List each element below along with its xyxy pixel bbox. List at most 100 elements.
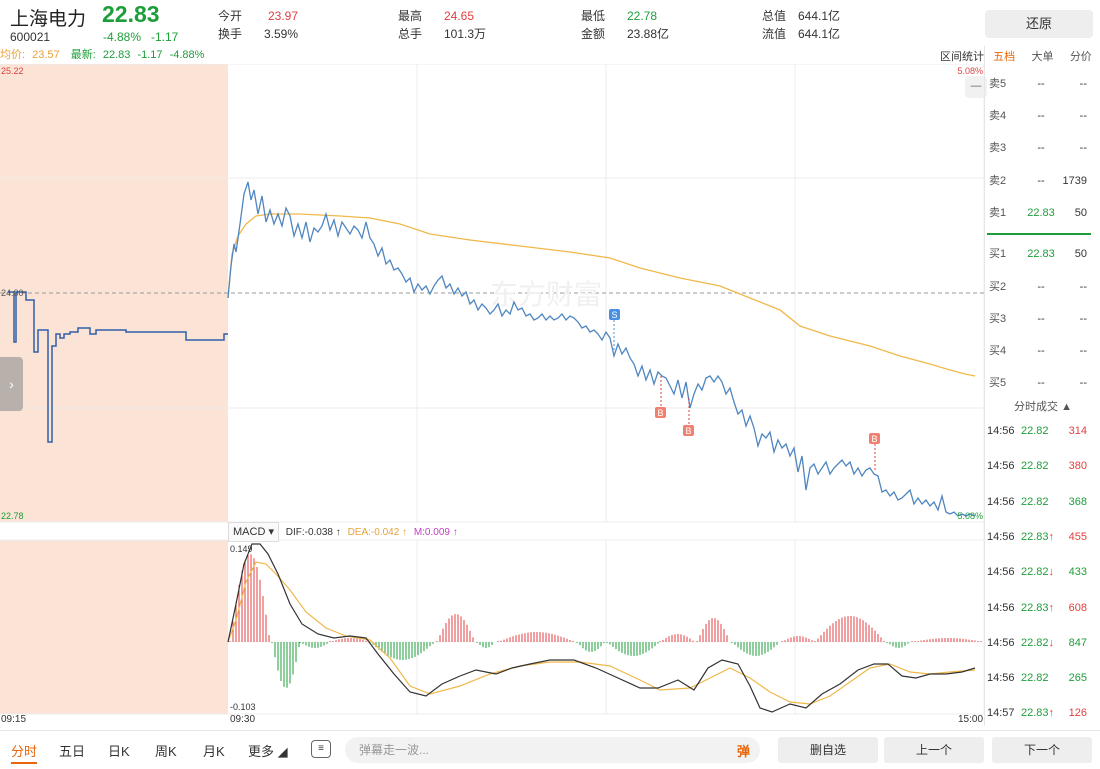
- latest-label: 最新: 22.83 -1.17 -4.88%: [70, 49, 205, 61]
- orderbook-price: 22.83: [1027, 248, 1055, 260]
- orderbook-price: --: [1037, 377, 1045, 389]
- orderbook-volume: --: [1079, 345, 1087, 357]
- range-stat-button[interactable]: 区间统计: [940, 51, 984, 63]
- next-stock-button[interactable]: 下一个: [992, 737, 1092, 763]
- orderbook-volume: --: [1079, 142, 1087, 154]
- macd-axis-top: 0.149: [230, 544, 253, 554]
- orderbook-row[interactable]: 卖2 -- 1739: [985, 173, 1100, 189]
- tick-price: 22.82: [1021, 495, 1049, 508]
- trade-marker-buy[interactable]: B: [655, 376, 666, 418]
- svg-text:B: B: [685, 426, 691, 436]
- tick-price: 22.82: [1021, 672, 1049, 685]
- indicator-select[interactable]: MACD ▾: [228, 522, 279, 542]
- ticks-header[interactable]: 分时成交 ▲: [1014, 401, 1072, 413]
- orderbook-row[interactable]: 卖5 -- --: [985, 76, 1100, 92]
- orderbook-row[interactable]: 买4 -- --: [985, 343, 1100, 359]
- orderbook-tabs: 五档 大单 分价: [985, 46, 1100, 68]
- tick-time: 14:56: [987, 495, 1015, 508]
- tick-row: 14:56 22.82↓ 847: [985, 635, 1100, 651]
- orderbook-volume: --: [1079, 78, 1087, 90]
- tab-big-orders[interactable]: 大单: [1031, 51, 1054, 63]
- tick-time: 14:56: [987, 672, 1015, 685]
- orderbook-level: 买1: [989, 248, 1007, 260]
- remove-favorite-button[interactable]: 删自选: [778, 737, 878, 763]
- stat-amount: 金额 23.88亿: [581, 27, 670, 41]
- orderbook-row[interactable]: 卖3 -- --: [985, 140, 1100, 156]
- tick-price: 22.82↓: [1021, 636, 1055, 649]
- change-amount: -1.17: [151, 30, 179, 44]
- svg-text:S: S: [611, 310, 617, 320]
- chart-legend: 均价: 23.57 最新: 22.83 -1.17 -4.88%: [0, 46, 212, 64]
- macd-histogram: [229, 554, 982, 688]
- side-expand-handle[interactable]: ›: [0, 357, 23, 411]
- tick-volume: 608: [1068, 601, 1087, 614]
- orderbook-row[interactable]: 买5 -- --: [985, 375, 1100, 391]
- collapse-icon[interactable]: —: [965, 76, 987, 98]
- m-value: M:0.009 ↑: [413, 527, 458, 538]
- orderbook-price: --: [1037, 142, 1045, 154]
- orderbook-level: 卖1: [989, 207, 1007, 219]
- danmu-input[interactable]: 弹幕走一波... 弹: [345, 737, 760, 763]
- price-axis-bottom: 22.78: [1, 511, 24, 521]
- danmu-send-icon[interactable]: 弹: [736, 744, 750, 759]
- tick-price: 22.83↑: [1021, 707, 1055, 720]
- orderbook-volume: 1739: [1062, 175, 1087, 187]
- orderbook-level: 卖5: [989, 78, 1007, 90]
- orderbook-volume: --: [1079, 313, 1087, 325]
- restore-button[interactable]: 还原: [985, 10, 1093, 38]
- orderbook-row[interactable]: 买1 22.83 50: [985, 246, 1100, 262]
- tick-volume: 368: [1068, 495, 1087, 508]
- right-panel: 五档 大单 分价 卖5 -- -- 卖4 -- -- 卖3 -- -- 卖2 -- 1739 卖1 22.…: [984, 46, 1100, 726]
- trade-marker-buy[interactable]: B: [869, 433, 880, 472]
- tab-five-levels[interactable]: 五档: [993, 51, 1016, 63]
- tick-time: 14:56: [987, 530, 1015, 543]
- orderbook-level: 买4: [989, 345, 1007, 357]
- stat-high: 最高 24.65: [398, 9, 475, 23]
- tick-row: 14:56 22.82 265: [985, 670, 1100, 686]
- tick-price: 22.83↑: [1021, 601, 1055, 614]
- trade-marker-sell[interactable]: S: [609, 309, 620, 352]
- tick-volume: 314: [1068, 425, 1087, 437]
- dea-value: DEA:-0.042 ↑: [347, 527, 408, 538]
- orderbook-price: --: [1037, 345, 1045, 357]
- tick-row: 14:56 22.83↑ 455: [985, 529, 1100, 545]
- orderbook-row[interactable]: 卖4 -- --: [985, 108, 1100, 124]
- stock-header: 上海电力 600021 22.83 -4.88% -1.17 今开 23.97 换…: [0, 0, 984, 46]
- tab-intraday[interactable]: 分时: [11, 741, 38, 764]
- stock-code: 600021: [10, 30, 51, 44]
- stock-name: 上海电力: [10, 9, 87, 30]
- tick-price: 22.82: [1021, 425, 1049, 437]
- change-percent: -4.88%: [103, 30, 142, 44]
- tab-weekly-k[interactable]: 周K: [155, 744, 177, 759]
- tab-more[interactable]: 更多 ◢: [248, 744, 288, 759]
- tick-row: 14:57 22.83↑ 126: [985, 705, 1100, 721]
- tab-five-day[interactable]: 五日: [59, 744, 86, 759]
- macd-axis-bottom: -0.103: [230, 702, 256, 712]
- tick-price: 22.82: [1021, 460, 1049, 473]
- orderbook-level: 买5: [989, 377, 1007, 389]
- tick-price: 22.83↑: [1021, 530, 1055, 543]
- prev-stock-button[interactable]: 上一个: [884, 737, 984, 763]
- tab-daily-k[interactable]: 日K: [108, 744, 130, 759]
- orderbook-level: 买3: [989, 313, 1007, 325]
- intraday-chart[interactable]: 东方财富 S B B B 25.22 24.00 22.78 5.08% 5.0…: [0, 64, 984, 726]
- tick-time: 14:57: [987, 707, 1015, 720]
- macd-dif-line: [227, 543, 976, 713]
- dif-value: DIF:-0.038 ↑: [285, 527, 341, 538]
- danmu-toggle-icon[interactable]: ≡: [311, 740, 331, 758]
- tab-monthly-k[interactable]: 月K: [203, 744, 225, 759]
- trade-marker-buy[interactable]: B: [683, 398, 694, 436]
- tick-row: 14:56 22.82 368: [985, 494, 1100, 510]
- avg-label: 均价: 23.57: [0, 49, 60, 61]
- orderbook-row[interactable]: 买3 -- --: [985, 311, 1100, 327]
- tick-price: 22.82↓: [1021, 566, 1055, 579]
- tick-volume: 380: [1068, 460, 1087, 473]
- orderbook-volume: --: [1079, 377, 1087, 389]
- orderbook-price: 22.83: [1027, 207, 1055, 219]
- stat-total-value: 总值 644.1亿: [762, 9, 841, 23]
- orderbook-volume: 50: [1074, 207, 1087, 219]
- orderbook-row[interactable]: 买2 -- --: [985, 279, 1100, 295]
- tab-price-dist[interactable]: 分价: [1069, 51, 1092, 63]
- orderbook-price: --: [1037, 175, 1045, 187]
- orderbook-row[interactable]: 卖1 22.83 50: [985, 205, 1100, 221]
